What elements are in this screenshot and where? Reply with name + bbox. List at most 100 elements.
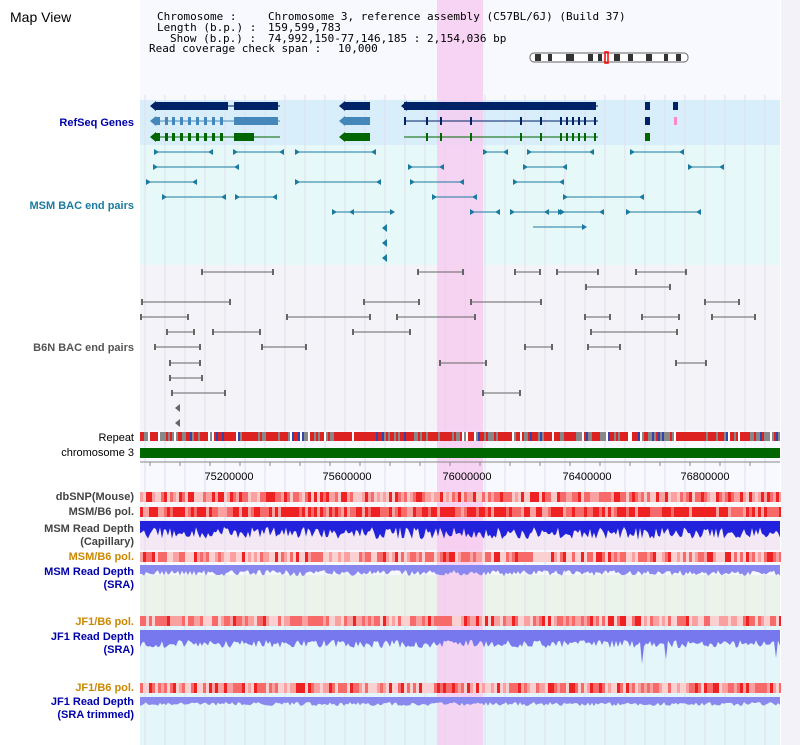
heatmap-cell (155, 552, 158, 562)
heatmap-cell (503, 683, 506, 693)
heatmap-cell (638, 616, 641, 626)
heatmap-cell (737, 683, 740, 693)
heatmap-cell (275, 492, 278, 502)
bac-end-marker (272, 269, 274, 275)
repeat-element (252, 432, 254, 441)
heatmap-cell (665, 683, 668, 693)
ideogram-band (566, 54, 574, 61)
heatmap-cell (287, 492, 290, 502)
repeat-track[interactable] (140, 432, 780, 441)
repeat-element (680, 432, 682, 441)
b6n-bac-track[interactable] (140, 269, 756, 427)
gene-exon (584, 133, 586, 141)
heatmap-cell (740, 492, 743, 502)
bac-end-marker (305, 344, 307, 350)
heatmap-cell (641, 552, 644, 562)
heatmap-cell (161, 507, 164, 517)
heatmap-cell (173, 507, 176, 517)
heatmap-cell (683, 507, 686, 517)
heatmap-cell (266, 616, 269, 626)
heatmap-cell (545, 683, 548, 693)
ideogram-band (535, 54, 541, 61)
heatmap-cell (395, 683, 398, 693)
heatmap-cell (242, 492, 245, 502)
gene-exon (572, 117, 574, 125)
heatmap-cell (284, 683, 287, 693)
heatmap-cell (719, 683, 722, 693)
heatmap-cell (314, 616, 317, 626)
repeat-element (540, 432, 542, 441)
repeat-element (268, 432, 270, 441)
repeat-element (638, 432, 640, 441)
heatmap-cell (683, 683, 686, 693)
repeat-element (158, 432, 160, 441)
repeat-element (668, 432, 670, 441)
heatmap-cell (455, 492, 458, 502)
heatmap-cell (191, 683, 194, 693)
chromosome-bar[interactable] (140, 448, 780, 458)
refseq-genes-track[interactable] (150, 101, 678, 142)
heatmap-cell (197, 616, 200, 626)
heatmap-cell (506, 683, 509, 693)
repeat-element (694, 432, 696, 441)
repeat-element (614, 432, 616, 441)
repeat-element (686, 432, 688, 441)
heatmap-cell (143, 507, 146, 517)
heatmap-cell (716, 616, 719, 626)
heatmap-cell (380, 683, 383, 693)
heatmap-cell (308, 507, 311, 517)
heatmap-cell (464, 683, 467, 693)
repeat-element (756, 432, 758, 441)
heatmap-cell (353, 683, 356, 693)
heatmap-cell (536, 507, 539, 517)
heatmap-cell (146, 507, 149, 517)
read-depth-tracks[interactable] (140, 521, 780, 706)
heatmap-cell (473, 492, 476, 502)
repeat-element (630, 432, 632, 441)
length-value: 159,599,783 (268, 21, 341, 34)
bac-end-marker (562, 164, 567, 170)
heatmap-cell (620, 616, 623, 626)
heatmap-cell (776, 552, 779, 562)
heatmap-cell (350, 552, 353, 562)
heatmap-cell (341, 683, 344, 693)
heatmap-cell (416, 492, 419, 502)
bac-end-marker (590, 329, 592, 335)
heatmap-cell (635, 552, 638, 562)
heatmap-cell (470, 507, 473, 517)
heatmap-cell (776, 507, 779, 517)
repeat-element (410, 432, 412, 441)
heatmap-cell (533, 616, 536, 626)
chromosome-ideogram[interactable] (529, 51, 689, 64)
heatmap-cell (458, 616, 461, 626)
heatmap-cell (314, 492, 317, 502)
heatmap-cell (194, 616, 197, 626)
heatmap-cell (239, 683, 242, 693)
heatmap-cell (233, 552, 236, 562)
heatmap-cell (563, 683, 566, 693)
heatmap-cell (329, 616, 332, 626)
heatmap-cell (149, 683, 152, 693)
repeat-element (654, 432, 656, 441)
bac-end-marker (678, 314, 680, 320)
heatmap-tracks[interactable] (140, 492, 782, 693)
heatmap-cell (479, 492, 482, 502)
gene-exon (234, 102, 278, 110)
heatmap-cell (632, 683, 635, 693)
heatmap-cell (290, 507, 293, 517)
gene-strand-arrow (339, 132, 345, 142)
heatmap-cell (434, 492, 437, 502)
heatmap-cell (731, 492, 734, 502)
bac-end-marker (495, 209, 500, 215)
msm-bac-track[interactable] (146, 149, 724, 262)
heatmap-cell (641, 616, 644, 626)
heatmap-cell (608, 683, 611, 693)
repeat-element (174, 432, 176, 441)
heatmap-cell (296, 492, 299, 502)
heatmap-cell (554, 507, 557, 517)
heatmap-cell (221, 616, 224, 626)
repeat-element (200, 432, 202, 441)
heatmap-cell (689, 616, 692, 626)
gene-strand-arrow (150, 101, 156, 111)
